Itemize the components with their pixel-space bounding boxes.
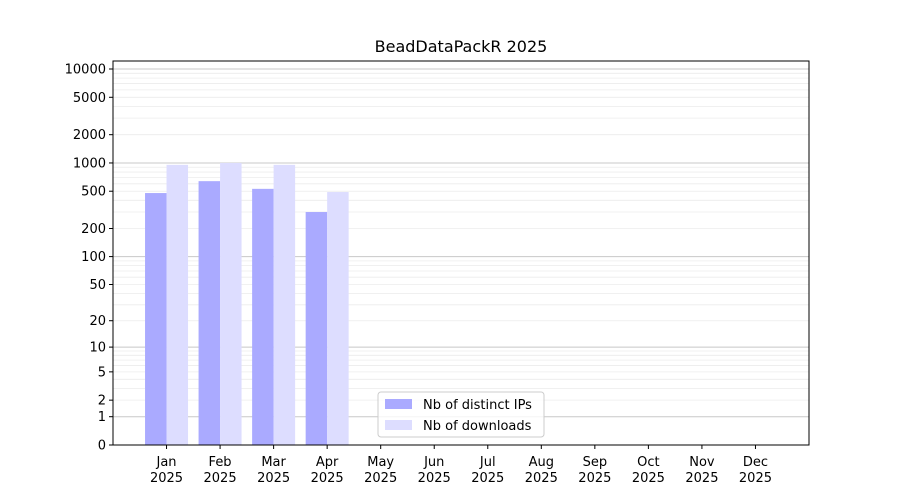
y-tick-label: 200 xyxy=(81,222,106,237)
chart-title: BeadDataPackR 2025 xyxy=(375,37,548,56)
x-tick-label: Jul 2025 xyxy=(471,455,504,486)
x-tick-label: Nov 2025 xyxy=(685,455,718,486)
bar-downloads xyxy=(327,192,349,445)
bars xyxy=(145,162,349,445)
y-tick-label: 5000 xyxy=(73,91,106,106)
x-tick-label: Apr 2025 xyxy=(311,455,344,486)
bar-distinct-ips xyxy=(145,193,167,445)
x-tick-label: Feb 2025 xyxy=(204,455,237,486)
y-tick-label: 2000 xyxy=(73,128,106,143)
bar-distinct-ips xyxy=(305,212,328,445)
x-tick-label: Jun 2025 xyxy=(418,455,451,486)
bar-downloads xyxy=(220,162,242,445)
y-tick-label: 1000 xyxy=(73,156,106,171)
x-tick-label: Mar 2025 xyxy=(257,455,290,486)
x-tick-label: Oct 2025 xyxy=(632,455,665,486)
bar-downloads xyxy=(166,164,189,445)
x-axis: Jan 2025 Feb 2025 Mar 2025 Apr 2025 May 2025 Jun 20… xyxy=(150,445,772,486)
y-tick-label: 500 xyxy=(81,185,106,200)
y-tick-label: 2 xyxy=(98,394,106,409)
y-tick-label: 10000 xyxy=(65,63,106,78)
y-tick-label: 0 xyxy=(98,439,106,454)
x-tick-label: May 2025 xyxy=(364,455,397,486)
legend-label-ips: Nb of distinct IPs xyxy=(423,398,532,413)
x-tick-label: Sep 2025 xyxy=(578,455,611,486)
x-tick-label: Jan 2025 xyxy=(150,455,183,486)
legend-label-downloads: Nb of downloads xyxy=(423,419,532,434)
y-tick-label: 50 xyxy=(89,278,106,293)
bar-distinct-ips xyxy=(198,181,221,445)
bar-downloads xyxy=(273,164,296,445)
legend-swatch-ips xyxy=(385,399,412,409)
legend: Nb of distinct IPs Nb of downloads xyxy=(377,391,545,438)
legend-box xyxy=(377,391,545,438)
y-tick-label: 10 xyxy=(89,341,106,356)
y-axis: 0 12 5 10 20 50 100 200 500 1000 2000 5000 10000 xyxy=(65,63,113,454)
legend-swatch-downloads xyxy=(385,420,412,430)
y-tick-label: 5 xyxy=(98,365,106,380)
plot-frame xyxy=(112,60,810,446)
bar-distinct-ips xyxy=(252,188,274,445)
y-tick-label: 20 xyxy=(89,314,106,329)
y-tick-label: 100 xyxy=(81,250,106,265)
x-tick-label: Dec 2025 xyxy=(739,455,772,486)
x-tick-label: Aug 2025 xyxy=(525,455,558,486)
y-tick-label: 1 xyxy=(98,410,106,425)
